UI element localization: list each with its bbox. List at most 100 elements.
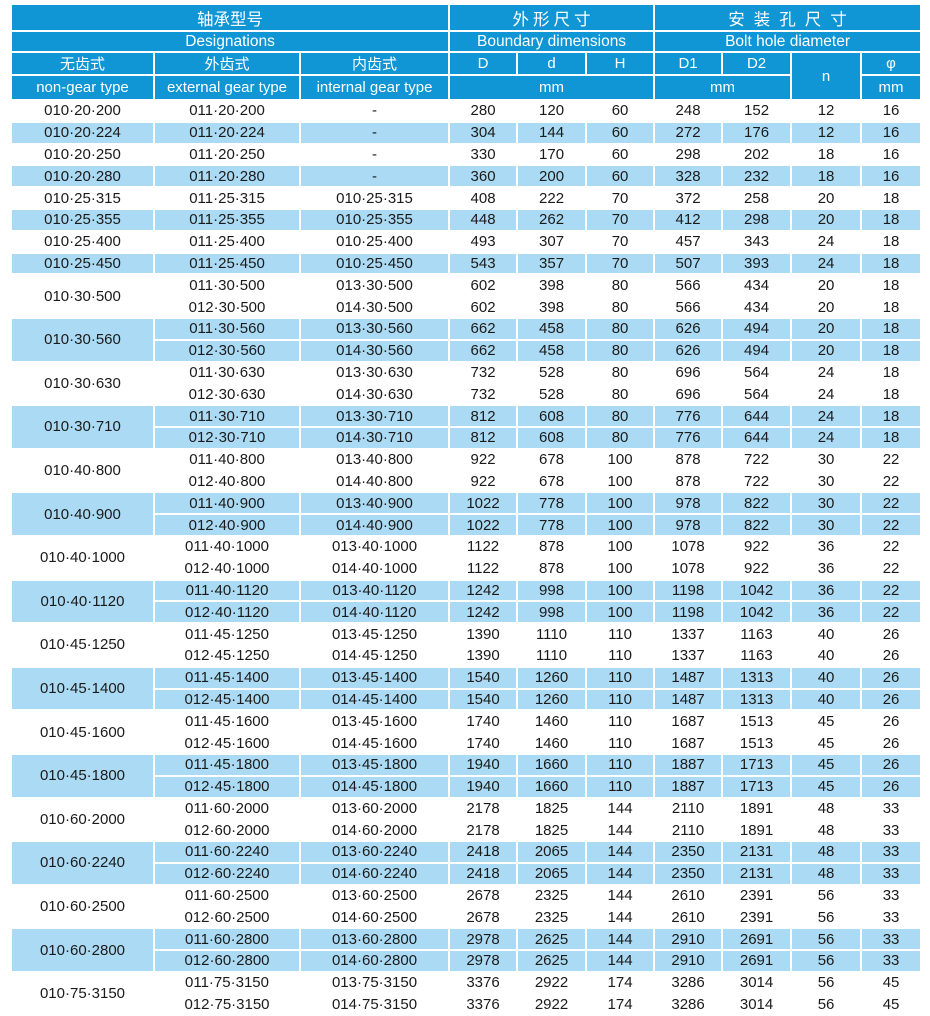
cell-internal-gear-type: 013·30·500 — [298, 273, 451, 298]
cell-D: 3376 — [448, 970, 519, 995]
cell-H: 174 — [585, 970, 656, 995]
table-row: 010·60·2240 011·60·2240 013·60·2240 2418 206… — [10, 840, 923, 886]
cell-internal-gear-type: 014·75·3150 — [298, 992, 451, 1016]
cell-phi: 26 — [860, 731, 923, 755]
cell-n: 20 — [790, 186, 863, 210]
table-row: 010·25·315 011·25·315 010·25·315 408 222 70 37… — [10, 186, 923, 210]
cell-n: 56 — [790, 992, 863, 1016]
cell-internal-gear-type: 013·45·1600 — [298, 709, 451, 734]
cell-internal-gear-type: 014·60·2240 — [298, 861, 451, 886]
cell-D1: 298 — [653, 142, 724, 167]
cell-phi: 45 — [860, 970, 923, 995]
cell-D: 1022 — [448, 513, 519, 537]
cell-D1: 878 — [653, 447, 724, 472]
cell-phi: 26 — [860, 752, 923, 777]
cell-H: 144 — [585, 883, 656, 908]
cell-internal-gear-type: 014·30·630 — [298, 382, 451, 407]
cell-internal-gear-type: 013·30·560 — [298, 316, 451, 341]
cell-H: 110 — [585, 731, 656, 755]
cell-D1: 566 — [653, 273, 724, 298]
cell-non-gear-type: 010·20·250 — [10, 142, 155, 167]
cell-D2: 3014 — [721, 970, 793, 995]
cell-n: 20 — [790, 316, 863, 341]
cell-n: 36 — [790, 600, 863, 625]
cell-H: 110 — [585, 622, 656, 646]
cell-d: 2922 — [516, 992, 588, 1016]
cell-d: 608 — [516, 425, 588, 450]
cell-non-gear-type: 010·40·1000 — [10, 534, 155, 581]
cell-D: 448 — [448, 207, 519, 232]
cell-D1: 878 — [653, 469, 724, 494]
cell-D2: 2691 — [721, 949, 793, 973]
cell-D2: 343 — [721, 229, 793, 254]
cell-external-gear-type: 012·30·500 — [153, 295, 301, 319]
header-bolt-hole-en: Bolt hole diameter — [653, 30, 923, 53]
cell-non-gear-type: 010·20·224 — [10, 120, 155, 145]
cell-d: 2325 — [516, 883, 588, 908]
cell-n: 45 — [790, 752, 863, 777]
cell-phi: 18 — [860, 186, 923, 210]
cell-internal-gear-type: 013·75·3150 — [298, 970, 451, 995]
table-row: 010·40·900 011·40·900 013·40·900 1022 778 100… — [10, 491, 923, 537]
cell-internal-gear-type: 014·30·560 — [298, 338, 451, 363]
cell-phi: 22 — [860, 491, 923, 516]
cell-D1: 978 — [653, 491, 724, 516]
cell-D2: 822 — [721, 513, 793, 537]
cell-internal-gear-type: 014·40·1000 — [298, 556, 451, 581]
cell-phi: 33 — [860, 818, 923, 843]
cell-n: 24 — [790, 404, 863, 428]
header-designations-en: Designations — [9, 30, 451, 53]
cell-non-gear-type: 010·40·1120 — [10, 578, 155, 625]
cell-n: 56 — [790, 949, 863, 973]
cell-n: 18 — [790, 142, 863, 167]
header-internal-gear-zh: 内齿式 — [298, 51, 451, 76]
cell-d: 2065 — [516, 840, 588, 864]
cell-d: 878 — [516, 534, 588, 559]
cell-external-gear-type: 011·75·3150 — [153, 970, 301, 995]
cell-external-gear-type: 012·30·630 — [153, 382, 301, 407]
cell-non-gear-type: 010·25·315 — [10, 186, 155, 210]
header-row-columns-en: non-gear type external gear type interna… — [10, 74, 923, 101]
cell-D1: 2110 — [653, 796, 724, 821]
cell-external-gear-type: 012·45·1800 — [153, 774, 301, 799]
cell-D2: 3014 — [721, 992, 793, 1016]
cell-external-gear-type: 011·20·200 — [153, 99, 301, 123]
cell-phi: 26 — [860, 643, 923, 668]
cell-D: 2678 — [448, 905, 519, 930]
cell-D: 280 — [448, 99, 519, 123]
cell-H: 80 — [585, 382, 656, 407]
cell-H: 80 — [585, 316, 656, 341]
cell-D: 1940 — [448, 774, 519, 799]
cell-d: 120 — [516, 99, 588, 123]
cell-D: 922 — [448, 447, 519, 472]
cell-n: 40 — [790, 665, 863, 690]
table-row: 010·45·1800 011·45·1800 013·45·1800 1940 166… — [10, 752, 923, 799]
cell-D: 1540 — [448, 687, 519, 712]
cell-n: 48 — [790, 840, 863, 864]
cell-phi: 33 — [860, 840, 923, 864]
header-unit-mm-boundary: mm — [448, 74, 656, 101]
cell-external-gear-type: 011·25·315 — [153, 186, 301, 210]
table-row: 010·30·500 011·30·500 013·30·500 602 398 80 56… — [10, 273, 923, 319]
cell-D1: 2350 — [653, 840, 724, 864]
cell-n: 30 — [790, 469, 863, 494]
cell-d: 1660 — [516, 752, 588, 777]
cell-non-gear-type: 010·30·630 — [10, 360, 155, 407]
cell-phi: 26 — [860, 774, 923, 799]
cell-D1: 566 — [653, 295, 724, 319]
table-row: 010·20·250 011·20·250-330 170 60 298 202 18 16 — [10, 142, 923, 167]
cell-external-gear-type: 012·30·710 — [153, 425, 301, 450]
cell-external-gear-type: 011·25·355 — [153, 207, 301, 232]
cell-D2: 1163 — [721, 643, 793, 668]
cell-d: 528 — [516, 382, 588, 407]
cell-phi: 33 — [860, 905, 923, 930]
cell-D1: 2910 — [653, 927, 724, 952]
cell-internal-gear-type: - — [298, 164, 451, 189]
cell-D2: 1042 — [721, 578, 793, 603]
cell-external-gear-type: 012·60·2000 — [153, 818, 301, 843]
cell-external-gear-type: 012·45·1400 — [153, 687, 301, 712]
header-col-H: H — [585, 51, 656, 76]
cell-D2: 1891 — [721, 818, 793, 843]
cell-d: 458 — [516, 338, 588, 363]
cell-H: 100 — [585, 600, 656, 625]
